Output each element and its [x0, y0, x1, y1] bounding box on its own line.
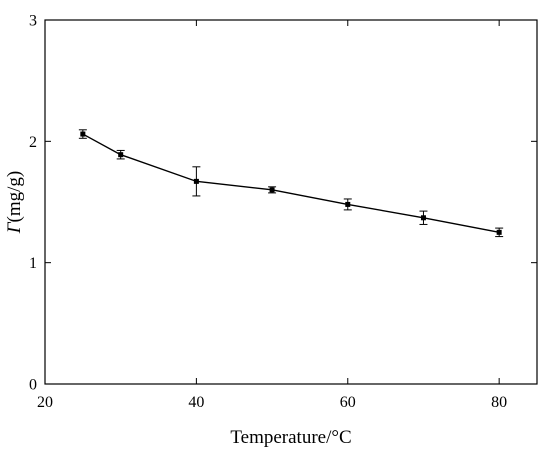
data-point — [193, 178, 199, 184]
y-tick-label: 2 — [29, 134, 37, 151]
x-tick-label: 80 — [491, 394, 507, 411]
y-tick-label: 0 — [29, 377, 37, 394]
data-point — [496, 229, 502, 235]
y-axis-title: Γ(mg/g) — [4, 171, 25, 235]
x-tick-label: 40 — [188, 394, 204, 411]
plot-frame — [44, 19, 538, 385]
y-axis-title-symbol: Γ — [4, 221, 25, 234]
data-point — [118, 152, 124, 158]
data-point — [345, 201, 351, 207]
series-layer — [78, 129, 504, 238]
y-tick-label: 3 — [29, 13, 37, 30]
y-axis-title-unit: (mg/g) — [4, 171, 25, 223]
data-point — [269, 187, 275, 193]
x-tick-label: 60 — [340, 394, 356, 411]
x-tick-label: 20 — [37, 394, 53, 411]
data-point — [420, 215, 426, 221]
data-point — [80, 131, 86, 137]
x-axis-title: Temperature/°C — [230, 427, 351, 448]
series-line — [82, 133, 500, 234]
axes: 20 40 60 80 0 1 2 3 — [29, 13, 537, 411]
y-tick-label: 1 — [29, 255, 37, 272]
